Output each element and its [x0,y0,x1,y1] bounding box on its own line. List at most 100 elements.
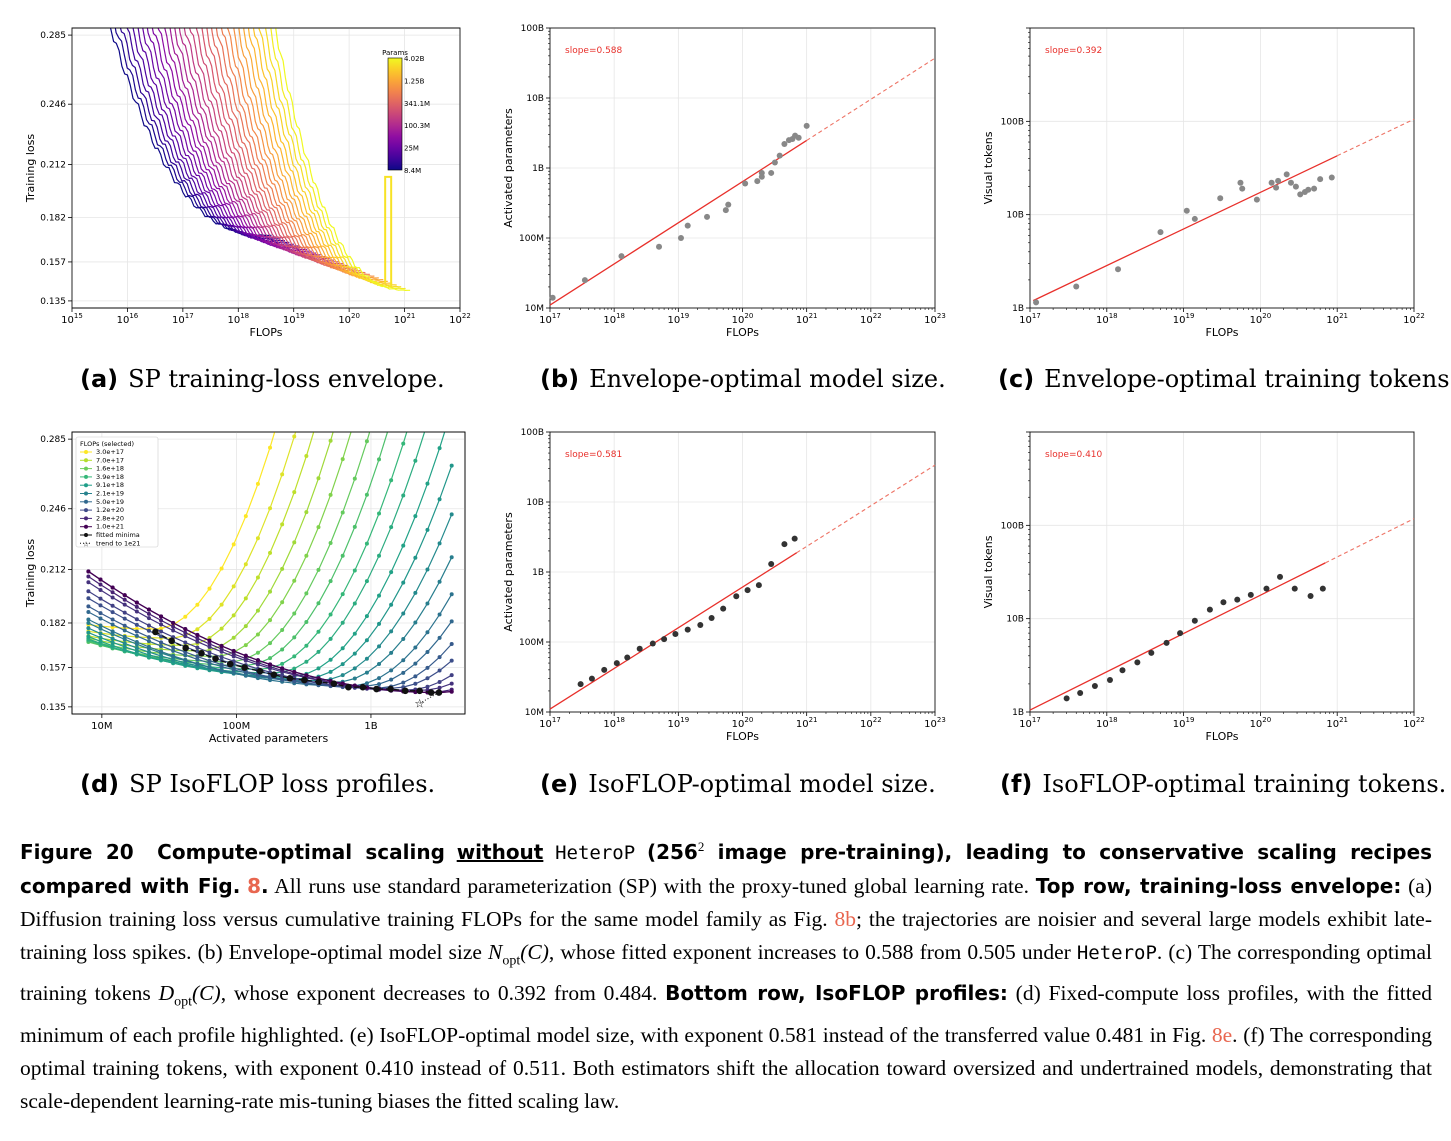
fitted-minimum-d [301,676,308,684]
data-point-e [588,675,595,682]
subcaption-c: (c) Envelope-optimal training tokens. [998,365,1451,393]
legend-box-d [75,436,159,548]
data-point-b [795,134,802,141]
x-axis-label-a: FLOPs [250,326,283,339]
legend-entry-d: 7.0e+17 [96,456,124,464]
x-axis-label-d: Activated parameters [209,732,329,745]
x-tick-label-b: 1022 [860,312,882,326]
x-tick-label-b: 1019 [668,312,690,326]
data-point-b [781,141,788,148]
legend-entry-d: 1.2e+20 [96,506,124,514]
figure-caption: Figure 20 Compute-optimal scaling withou… [20,839,1433,1113]
caption-mono1: HeteroP [555,842,636,865]
plot-frame-c [1029,27,1415,309]
legend-entry-d: 2.1e+19 [96,490,124,498]
data-point-c [1191,215,1198,222]
x-tick-label-f: 1022 [1403,716,1425,730]
y-tick-label-d: 0.285 [40,435,66,445]
caption-bold2: (256 [646,840,698,865]
caption-fig-label: Figure 20 [20,840,134,865]
y-tick-label-b: 1B [532,164,544,174]
x-tick-label-a: 1019 [283,312,305,326]
y-tick-label-d: 0.246 [40,505,66,515]
profile-point-d [86,617,91,622]
legend-swatch-dot-d [84,483,88,488]
data-point-f [1220,599,1227,606]
data-point-c [1311,185,1318,192]
data-point-f [1106,677,1113,684]
legend-entry-d: 3.0e+17 [96,448,124,456]
fit-line-e [549,552,798,710]
caption-ref1[interactable]: 8 [247,874,262,899]
y-tick-label-a: 0.246 [40,100,66,110]
data-point-e [697,621,704,628]
data-point-b [618,253,625,260]
data-point-c [1157,229,1164,236]
chart-d: Activated parameters Training loss 10M 100M… [24,431,466,745]
x-tick-label-b: 1021 [796,312,818,326]
x-tick-label-a: 1021 [394,312,416,326]
colorbar-tick-label-a: 1.25B [404,77,425,85]
fitted-minimum-d [359,683,367,691]
y-tick-label-b: 10M [525,304,544,314]
x-tick-label-f: 1020 [1250,716,1272,730]
y-tick-label-a: 0.135 [40,297,66,307]
legend-entry-d: 9.1e+18 [96,481,124,489]
x-tick-label-c: 1022 [1403,312,1425,326]
y-tick-label-e: 100B [521,428,544,438]
x-axis-label-c: FLOPs [1206,326,1239,339]
loss-spike-a [384,175,393,287]
legend-entry-d: 5.0e+19 [96,498,124,506]
legend-title-d: FLOPs (selected) [80,440,134,448]
subcaption-e: (e) IsoFLOP-optimal model size. [540,770,936,798]
fit-extrapolation-f [1325,518,1415,564]
x-tick-label-b: 1017 [539,312,561,326]
y-tick-label-b: 100M [519,234,544,244]
caption-t3: ; the trajectories are noisier and sever… [20,907,1433,965]
fit-extrapolation-e [796,464,936,554]
x-axis-label-f: FLOPs [1206,730,1239,743]
legend-swatch-dot-d [84,450,88,454]
subcaption-f-label: (f) [1000,770,1033,798]
caption-bold3: image pre-training), leading to conserva… [20,840,1433,899]
fitted-minimum-d [315,678,323,686]
x-tick-label-d: 1B [364,721,377,732]
caption-ref2[interactable]: 8b [834,907,857,932]
caption-m2-arg: (C) [192,981,221,1006]
data-point-f [1091,682,1098,689]
data-point-c [1297,191,1304,198]
plot-frame-a [71,27,461,309]
data-point-c [1183,207,1190,214]
subcaption-b-label: (b) [540,365,580,393]
x-tick-label-d: 10M [91,721,112,732]
y-axis-label-f: Visual tokens [982,535,995,608]
data-point-c [1268,179,1275,186]
colorbar-tick-label-a: 341.1M [404,100,430,108]
legend-swatch-dot-d [84,458,88,463]
chart-a: FLOPs Training loss 1015 1016 1017 1018 1019 10… [24,27,471,339]
caption-m2: D [158,981,175,1006]
legend-swatch-dot-d [84,516,88,521]
x-tick-label-e: 1020 [732,716,754,730]
legend-entry-d: trend to 1e21 [96,539,140,547]
data-point-f [1277,573,1284,580]
caption-t4: , whose fitted exponent increases to 0.5… [548,940,1071,965]
data-point-f [1177,630,1184,637]
subcaption-a: (a) SP training-loss envelope. [80,365,445,393]
slope-annotation-c: slope=0.392 [1045,46,1102,56]
subcaption-a-title: SP training-loss envelope. [128,365,445,393]
y-tick-label-c: 10B [1006,211,1024,221]
data-point-e [791,535,798,542]
data-point-c [1283,171,1290,178]
data-point-c [1292,183,1299,190]
fitted-minimum-d [198,650,205,657]
data-point-f [1134,659,1141,666]
chart-e: FLOPs Activated parameters 1017 1018 1019 102… [502,428,946,743]
slope-annotation-f: slope=0.410 [1045,450,1103,460]
data-point-b [803,122,810,129]
caption-t7: (d) Fixed-compute loss profiles, with th… [20,981,1433,1047]
caption-ref3[interactable]: 8e [1211,1022,1233,1047]
subcaption-b-title: Envelope-optimal model size. [589,365,946,393]
y-axis-label-b: Activated parameters [502,108,515,228]
fitted-minimum-d [270,671,278,679]
